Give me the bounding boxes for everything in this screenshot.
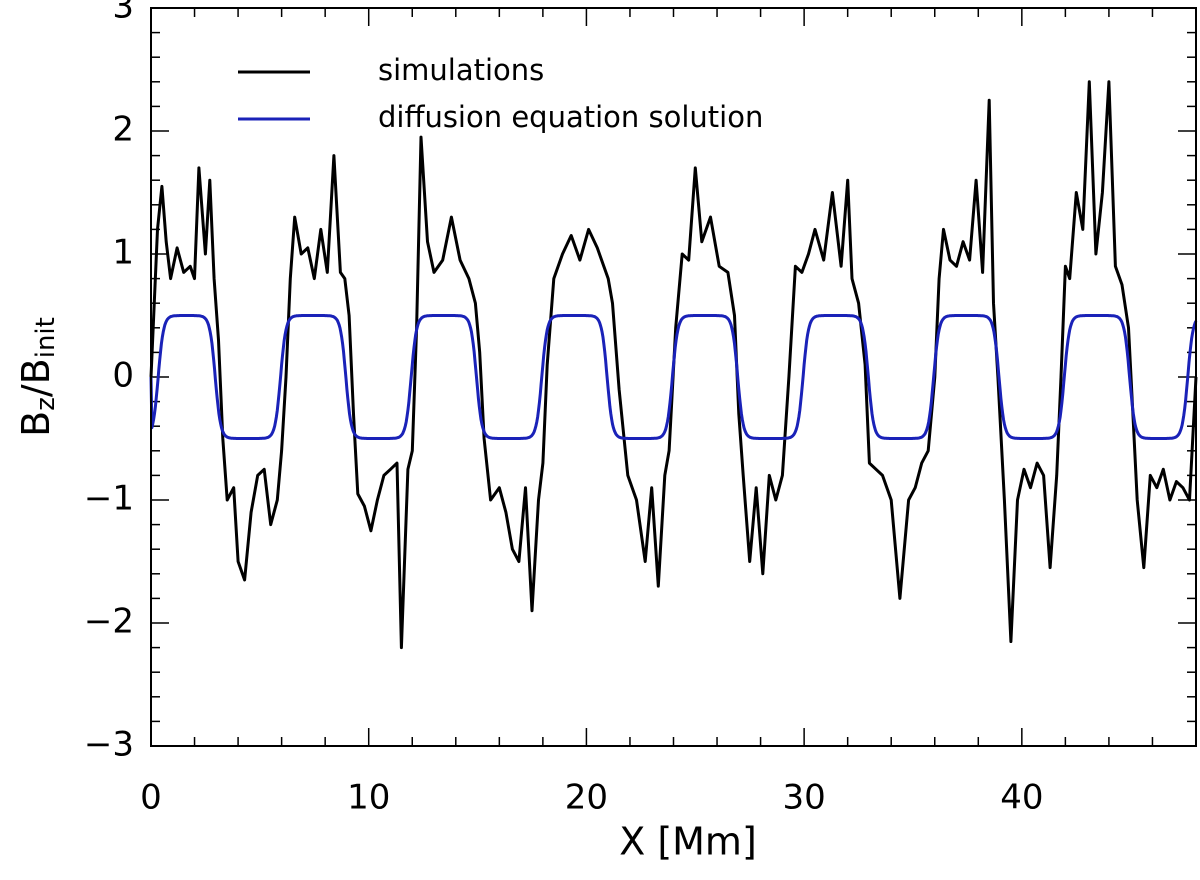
x-axis-label: X [Mm] — [619, 820, 757, 864]
y-tick-label: 0 — [112, 356, 134, 396]
x-tick-label: 30 — [782, 778, 825, 818]
x-tick-label: 0 — [140, 778, 162, 818]
y-axis-label-sub2: init — [31, 317, 61, 358]
legend-label-diffusion: diffusion equation solution — [378, 100, 763, 134]
plot-frame — [150, 7, 1197, 747]
series-line-simulations — [149, 80, 1198, 650]
y-axis-tick-labels: −3 −2 −1 0 1 2 3 — [84, 0, 134, 765]
y-tick-label: −3 — [84, 725, 134, 765]
x-tick-label: 20 — [565, 778, 608, 818]
y-axis-label-sub1: z — [31, 397, 61, 411]
x-tick-label: 10 — [347, 778, 390, 818]
x-tick-label: 40 — [1000, 778, 1043, 818]
x-axis-tick-labels: 0 10 20 30 40 — [140, 778, 1043, 818]
y-tick-label: −2 — [84, 602, 134, 642]
y-tick-label: 1 — [112, 233, 134, 273]
y-tick-label: 2 — [112, 110, 134, 150]
y-axis-label: Bz/Binit — [14, 317, 61, 437]
series-line-diffusion — [149, 314, 1198, 440]
legend-label-simulations: simulations — [378, 53, 544, 87]
y-tick-label: 3 — [112, 0, 134, 27]
y-axis-label-base: B — [14, 411, 58, 437]
y-axis-label-mid: /B — [14, 358, 58, 397]
x-axis-ticks — [150, 8, 1197, 746]
y-tick-label: −1 — [84, 479, 134, 519]
